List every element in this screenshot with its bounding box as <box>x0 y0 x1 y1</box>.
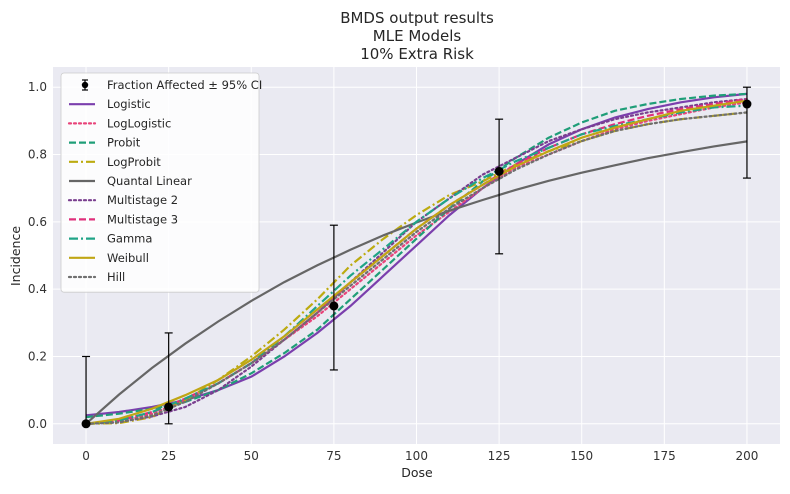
legend-label: Weibull <box>107 251 149 265</box>
x-axis-ticks: 0 25 50 75 100 125 150 175 200 <box>82 449 758 463</box>
observed-point <box>494 166 504 176</box>
x-tick-label: 75 <box>326 449 341 463</box>
x-tick-label: 50 <box>244 449 259 463</box>
legend-box <box>60 72 260 293</box>
series-multistage-2-line <box>84 97 749 425</box>
observed-point <box>742 99 752 109</box>
series-layer <box>84 92 749 425</box>
y-axis-label: Incidence <box>8 226 23 286</box>
x-tick-label: 25 <box>161 449 176 463</box>
legend-label: Fraction Affected ± 95% CI <box>107 78 262 92</box>
series-gamma-line <box>85 104 748 425</box>
y-tick-label: 0.4 <box>28 282 47 296</box>
x-tick-label: 125 <box>488 449 511 463</box>
observed-point <box>81 419 91 429</box>
y-axis-ticks: 0.0 0.2 0.4 0.6 0.8 1.0 <box>28 80 47 431</box>
x-tick-label: 200 <box>736 449 759 463</box>
series-weibull-line <box>85 99 748 425</box>
observed-data <box>81 86 752 429</box>
series-probit-line <box>85 92 748 419</box>
x-tick-label: 0 <box>82 449 90 463</box>
legend-label: LogProbit <box>107 155 161 169</box>
x-tick-label: 150 <box>570 449 593 463</box>
legend-label: Gamma <box>107 232 152 246</box>
y-tick-label: 0.0 <box>28 417 47 431</box>
legend-label: Logistic <box>107 97 151 111</box>
y-tick-label: 0.2 <box>28 349 47 363</box>
y-tick-label: 0.6 <box>28 215 47 229</box>
legend-label: Quantal Linear <box>107 174 192 188</box>
observed-point <box>164 402 174 412</box>
legend: Fraction Affected ± 95% CI Logistic LogLog… <box>60 72 262 293</box>
x-axis-label: Dose <box>401 465 433 480</box>
legend-label: Multistage 3 <box>107 212 178 226</box>
legend-label: Multistage 2 <box>107 193 178 207</box>
chart-title: BMDS output results MLE Models 10% Extra… <box>340 9 494 63</box>
legend-point-marker <box>81 81 89 89</box>
y-tick-label: 0.8 <box>28 148 47 162</box>
legend-label: LogLogistic <box>107 116 171 130</box>
legend-label: Hill <box>107 270 125 284</box>
x-tick-label: 175 <box>653 449 676 463</box>
x-tick-label: 100 <box>405 449 428 463</box>
chart-title-line-2: MLE Models <box>373 27 462 45</box>
chart-title-line-3: 10% Extra Risk <box>360 45 474 63</box>
legend-label: Probit <box>107 136 141 150</box>
y-tick-label: 1.0 <box>28 80 47 94</box>
observed-point <box>329 301 339 311</box>
chart-title-line-1: BMDS output results <box>340 9 494 27</box>
series-hill-line <box>84 111 749 425</box>
